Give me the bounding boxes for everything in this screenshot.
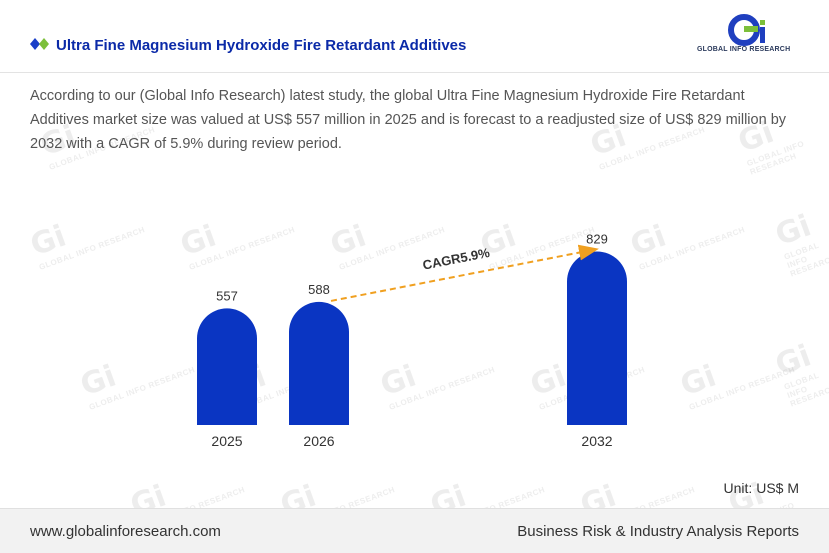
data-label-2032: 829	[586, 231, 608, 246]
logo-icon	[728, 14, 765, 46]
bar-2025	[197, 308, 258, 425]
bar-2026	[289, 301, 349, 425]
x-tick-label-2025: 2025	[211, 433, 242, 449]
footer-website-link[interactable]: www.globalinforesearch.com	[30, 523, 221, 540]
footer: www.globalinforesearch.com Business Risk…	[0, 508, 829, 553]
data-label-2026: 588	[308, 282, 330, 297]
logo-text: GLOBAL INFO RESEARCH	[697, 46, 791, 53]
divider	[0, 72, 829, 73]
cagr-arrow	[330, 244, 599, 302]
footer-tagline: Business Risk & Industry Analysis Report…	[517, 523, 799, 540]
page-title: Ultra Fine Magnesium Hydroxide Fire Reta…	[56, 37, 467, 54]
description-text: According to our (Global Info Research) …	[30, 88, 787, 152]
unit-label: Unit: US$ M	[723, 480, 799, 496]
header: Ultra Fine Magnesium Hydroxide Fire Reta…	[0, 0, 829, 72]
x-tick-label-2032: 2032	[581, 433, 612, 449]
bar-2032	[567, 251, 627, 425]
cagr-annotation: CAGR5.9%	[421, 245, 491, 273]
data-label-2025: 557	[216, 288, 238, 303]
diamond-icon	[30, 38, 49, 50]
x-tick-label-2026: 2026	[303, 433, 334, 449]
